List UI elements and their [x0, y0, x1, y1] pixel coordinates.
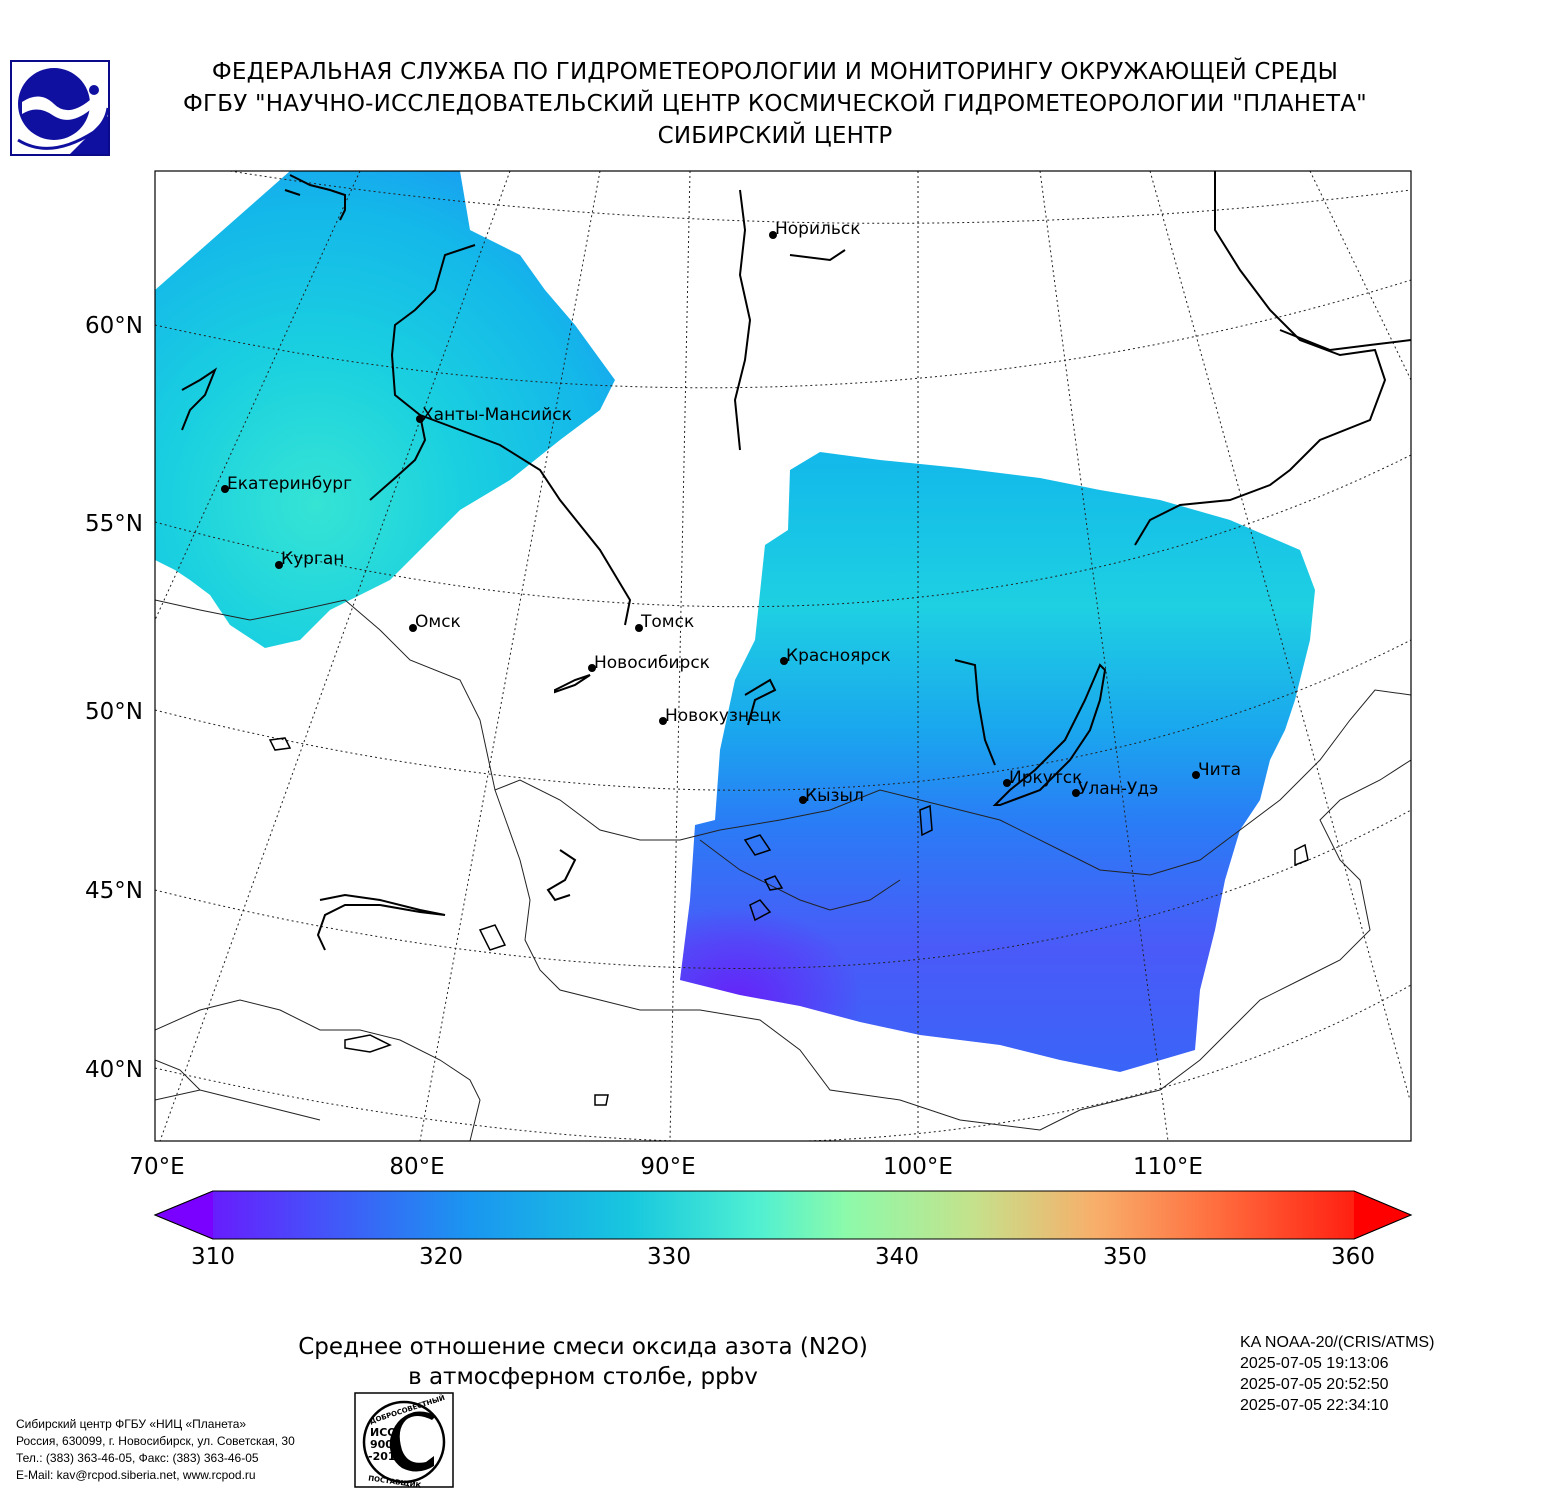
satellite-time-3: 2025-07-05 22:34:10	[1240, 1397, 1389, 1414]
contact-line-1: Сибирский центр ФГБУ «НИЦ «Планета»	[16, 1417, 247, 1431]
city-label-novosibirsk: Новосибирск	[594, 653, 710, 673]
lat-label-45: 45°N	[85, 878, 143, 904]
header-line-1: ФЕДЕРАЛЬНАЯ СЛУЖБА ПО ГИДРОМЕТЕОРОЛОГИИ …	[211, 59, 1339, 85]
satellite-time-1: 2025-07-05 19:13:06	[1240, 1355, 1389, 1372]
city-marker-khanty-mansiysk	[416, 415, 424, 423]
city-marker-novosibirsk	[588, 664, 596, 672]
city-marker-irkutsk	[1003, 779, 1011, 787]
graticule-meridians	[155, 171, 1411, 1141]
lat-label-55: 55°N	[85, 511, 143, 537]
figure-title-line-2: в атмосферном столбе, ppbv	[408, 1364, 758, 1390]
figure-title-line-1: Среднее отношение смеси оксида азота (N2…	[298, 1334, 868, 1360]
country-borders	[155, 599, 1411, 1141]
colorbar-tick-310: 310	[191, 1244, 235, 1270]
city-label-kurgan: Курган	[281, 549, 344, 569]
lon-label-110: 110°E	[1133, 1154, 1203, 1180]
colorbar-tick-350: 350	[1103, 1244, 1147, 1270]
contact-line-2: Россия, 630099, г. Новосибирск, ул. Сове…	[16, 1434, 295, 1448]
data-swath-west	[155, 171, 615, 648]
city-label-chita: Чита	[1198, 760, 1241, 780]
lon-label-100: 100°E	[883, 1154, 953, 1180]
colorbar-tick-330: 330	[647, 1244, 691, 1270]
city-marker-omsk	[409, 624, 417, 632]
city-label-omsk: Омск	[415, 612, 461, 632]
city-label-norilsk: Норильск	[775, 219, 861, 239]
iso-text-2015: -2015	[368, 1450, 403, 1463]
colorbar	[153, 1190, 1413, 1240]
colorbar-tick-340: 340	[875, 1244, 919, 1270]
city-label-kyzyl: Кызыл	[805, 786, 864, 806]
iso-stamp-icon: ДОБРОСОВЕСТНЫЙ ПОСТАВЩИК ИСО 9001 -2015	[354, 1392, 454, 1488]
lat-label-40: 40°N	[85, 1057, 143, 1083]
city-label-tomsk: Томск	[640, 612, 694, 632]
city-marker-norilsk	[769, 231, 777, 239]
city-marker-tomsk	[635, 624, 643, 632]
city-label-ulan-ude: Улан-Удэ	[1078, 779, 1158, 799]
map-frame	[154, 170, 1412, 1142]
header: ФЕДЕРАЛЬНАЯ СЛУЖБА ПО ГИДРОМЕТЕОРОЛОГИИ …	[0, 56, 1550, 152]
satellite-info: KA NOAA-20/(CRIS/ATMS) 2025-07-05 19:13:…	[1240, 1332, 1434, 1416]
map-figure: Норильск Ханты-Мансийск Екатеринбург Кур…	[85, 170, 1413, 1240]
lon-label-90: 90°E	[640, 1154, 695, 1180]
contact-info: Сибирский центр ФГБУ «НИЦ «Планета» Росс…	[16, 1416, 295, 1484]
planeta-logo-icon	[10, 60, 110, 156]
city-label-novokuznetsk: Новокузнецк	[665, 706, 781, 726]
city-marker-novokuznetsk	[659, 717, 667, 725]
lat-label-60: 60°N	[85, 313, 143, 339]
city-marker-ulan-ude	[1072, 789, 1080, 797]
city-label-ekaterinburg: Екатеринбург	[227, 474, 352, 494]
iso-text-iso: ИСО	[370, 1426, 397, 1439]
city-label-irkutsk: Иркутск	[1009, 768, 1082, 788]
lakes	[268, 737, 1309, 1106]
satellite-time-2: 2025-07-05 20:52:50	[1240, 1376, 1389, 1393]
rivers	[181, 171, 1411, 951]
header-line-2: ФГБУ "НАУЧНО-ИССЛЕДОВАТЕЛЬСКИЙ ЦЕНТР КОС…	[183, 91, 1367, 117]
city-markers	[221, 231, 1200, 804]
header-line-3: СИБИРСКИЙ ЦЕНТР	[657, 123, 893, 149]
contact-line-4: E-Mail: kav@rcpod.siberia.net, www.rcpod…	[16, 1468, 256, 1482]
city-label-khanty-mansiysk: Ханты-Мансийск	[422, 405, 572, 425]
lat-label-50: 50°N	[85, 699, 143, 725]
city-marker-kurgan	[275, 561, 283, 569]
figure-title: Среднее отношение смеси оксида азота (N2…	[0, 1332, 1166, 1392]
colorbar-tick-320: 320	[419, 1244, 463, 1270]
iso-text-9001: 9001	[370, 1438, 401, 1451]
city-marker-kyzyl	[799, 796, 807, 804]
city-label-krasnoyarsk: Красноярск	[786, 646, 891, 666]
satellite-name: KA NOAA-20/(CRIS/ATMS)	[1240, 1334, 1435, 1351]
lon-label-70: 70°E	[129, 1154, 184, 1180]
colorbar-tick-360: 360	[1331, 1244, 1375, 1270]
colorbar-ticks: 310 320 330 340 350 360	[191, 1244, 1375, 1270]
contact-line-3: Тел.: (383) 363-46-05, Факс: (383) 363-4…	[16, 1451, 259, 1465]
city-marker-chita	[1192, 771, 1200, 779]
city-marker-krasnoyarsk	[780, 657, 788, 665]
data-swath-east-violet	[680, 820, 960, 1035]
city-marker-ekaterinburg	[221, 485, 229, 493]
lon-label-80: 80°E	[389, 1154, 444, 1180]
